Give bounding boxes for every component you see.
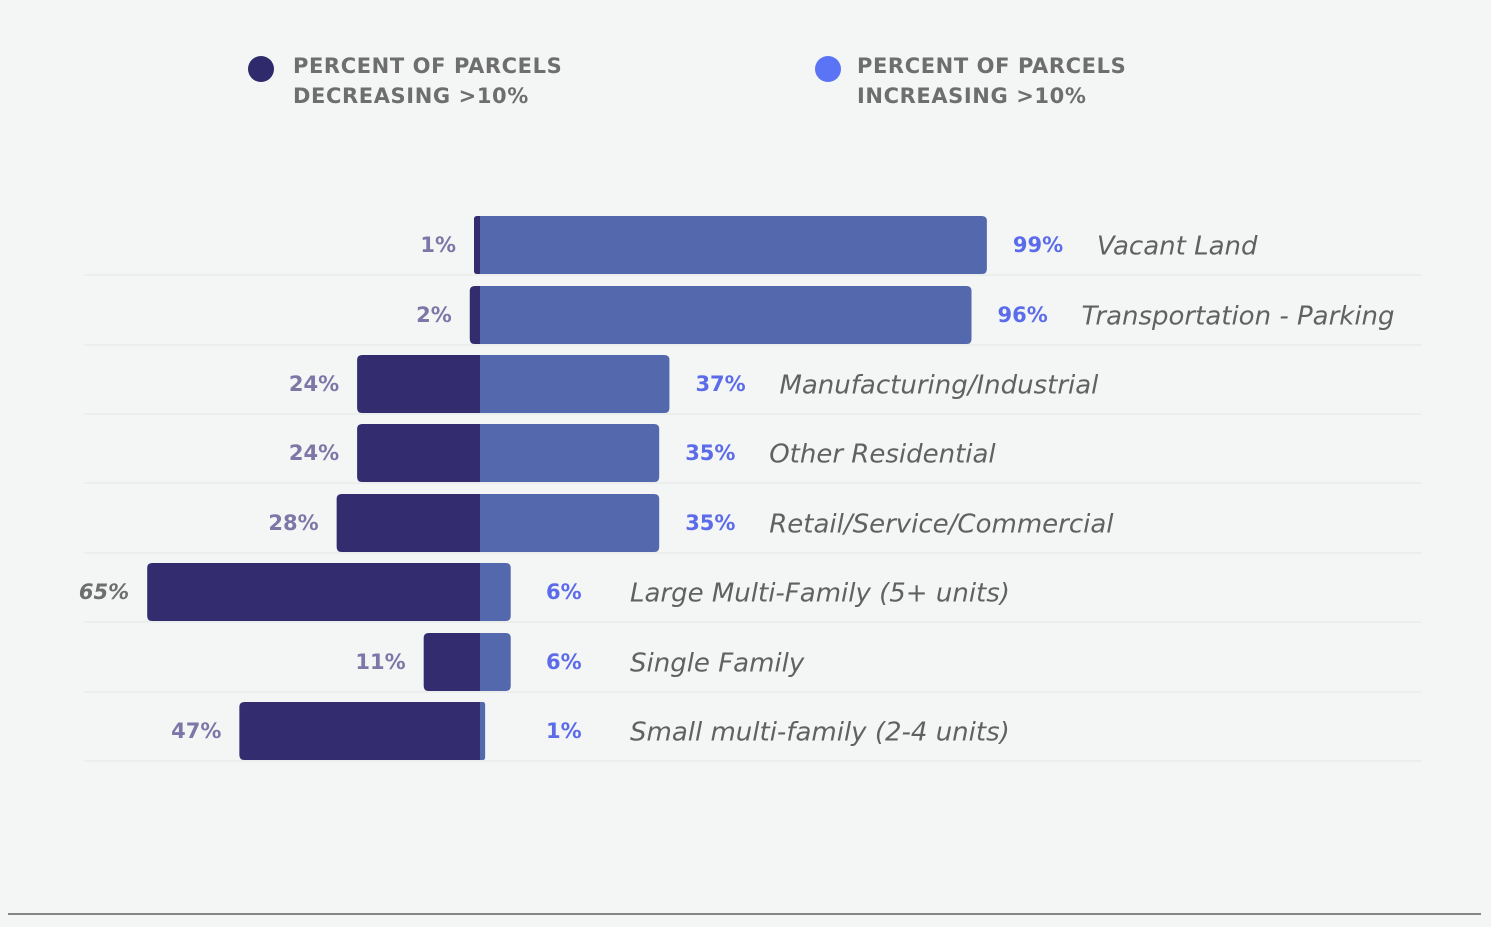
legend-decreasing-dot — [248, 56, 274, 82]
label-increasing-small-multi-family-2-4-units: 1% — [546, 719, 582, 743]
legend-decreasing-line1: PERCENT OF PARCELS — [293, 54, 562, 78]
bar-decreasing-vacant-land — [474, 216, 480, 274]
label-increasing-large-multi-family-5-units: 6% — [546, 580, 582, 604]
label-increasing-single-family: 6% — [546, 650, 582, 674]
bar-decreasing-retail-service-commercial — [336, 494, 480, 552]
label-increasing-other-residential: 35% — [685, 441, 735, 465]
label-decreasing-other-residential: 24% — [289, 441, 339, 465]
label-increasing-retail-service-commercial: 35% — [685, 511, 735, 535]
category-label-small-multi-family-2-4-units: Small multi-family (2-4 units) — [630, 718, 1010, 748]
label-increasing-manufacturing-industrial: 37% — [695, 372, 745, 396]
legend: PERCENT OF PARCELS DECREASING >10% PERCE… — [248, 54, 1126, 108]
category-label-manufacturing-industrial: Manufacturing/Industrial — [779, 371, 1099, 401]
label-decreasing-manufacturing-industrial: 24% — [289, 372, 339, 396]
bar-increasing-other-residential — [480, 424, 660, 482]
label-decreasing-transportation-parking: 2% — [416, 303, 452, 327]
category-label-other-residential: Other Residential — [769, 440, 996, 470]
bar-decreasing-transportation-parking — [469, 286, 480, 344]
bar-increasing-transportation-parking — [480, 286, 972, 344]
category-label-retail-service-commercial: Retail/Service/Commercial — [769, 510, 1114, 540]
bar-decreasing-single-family — [423, 633, 480, 691]
bar-decreasing-other-residential — [357, 424, 480, 482]
label-decreasing-small-multi-family-2-4-units: 47% — [171, 719, 221, 743]
bar-increasing-retail-service-commercial — [480, 494, 660, 552]
bar-increasing-manufacturing-industrial — [480, 355, 670, 413]
bar-increasing-single-family — [480, 633, 511, 691]
label-decreasing-large-multi-family-5-units: 65% — [79, 580, 129, 604]
category-label-transportation-parking: Transportation - Parking — [1082, 302, 1395, 332]
legend-increasing-line1: PERCENT OF PARCELS — [857, 54, 1126, 78]
bar-decreasing-manufacturing-industrial — [357, 355, 480, 413]
label-decreasing-retail-service-commercial: 28% — [268, 511, 318, 535]
category-label-single-family: Single Family — [630, 649, 805, 679]
bar-increasing-vacant-land — [480, 216, 987, 274]
category-label-large-multi-family-5-units: Large Multi-Family (5+ units) — [630, 579, 1010, 609]
legend-decreasing-line2: DECREASING >10% — [293, 84, 529, 108]
label-increasing-transportation-parking: 96% — [998, 303, 1048, 327]
category-label-vacant-land: Vacant Land — [1097, 232, 1258, 262]
legend-increasing-line2: INCREASING >10% — [857, 84, 1087, 108]
bar-decreasing-small-multi-family-2-4-units — [239, 702, 480, 760]
legend-increasing-dot — [815, 56, 841, 82]
label-decreasing-vacant-land: 1% — [420, 233, 456, 257]
row-separators — [84, 274, 1421, 762]
bars — [147, 216, 987, 760]
value-labels: 1% 99% Vacant Land 2% 96% Transportation - Pa… — [79, 232, 1395, 748]
bar-decreasing-large-multi-family-5-units — [147, 563, 480, 621]
bar-increasing-large-multi-family-5-units — [480, 563, 511, 621]
bar-increasing-small-multi-family-2-4-units — [480, 702, 486, 760]
label-decreasing-single-family: 11% — [355, 650, 405, 674]
label-increasing-vacant-land: 99% — [1013, 233, 1063, 257]
